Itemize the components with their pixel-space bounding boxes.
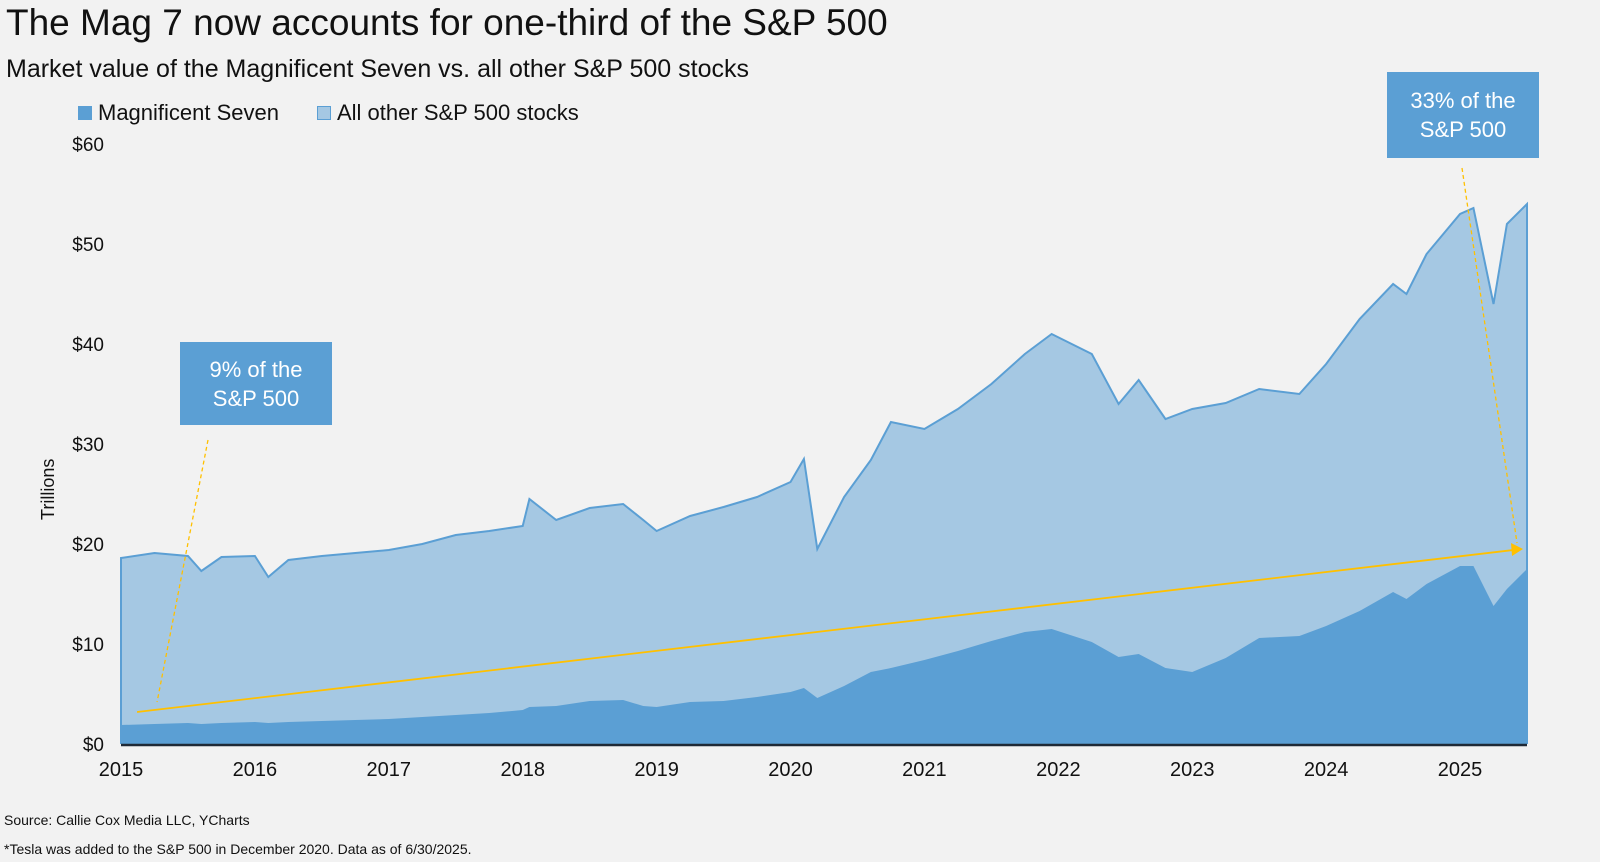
chart-subtitle: Market value of the Magnificent Seven vs… — [6, 55, 749, 83]
y-tick-label: $40 — [72, 335, 104, 356]
growth-arrow-line — [136, 548, 1516, 713]
callout-33-percent: 33% of the S&P 500 — [1387, 72, 1539, 158]
x-tick-label: 2022 — [1036, 759, 1081, 781]
x-tick-label: 2019 — [634, 759, 679, 781]
callout-left-line1: 9% of the — [209, 356, 303, 382]
legend-item-mag7: Magnificent Seven — [78, 100, 279, 126]
x-tick-label: 2023 — [1170, 759, 1215, 781]
x-tick-label: 2017 — [367, 759, 412, 781]
footnote: *Tesla was added to the S&P 500 in Decem… — [4, 841, 472, 857]
y-tick-label: $0 — [83, 735, 104, 756]
x-tick-label: 2025 — [1438, 759, 1483, 781]
series-area-others — [121, 204, 1527, 744]
x-tick-label: 2018 — [500, 759, 545, 781]
source-note: Source: Callie Cox Media LLC, YCharts — [4, 812, 250, 828]
x-tick-label: 2021 — [902, 759, 947, 781]
chart-title: The Mag 7 now accounts for one-third of … — [6, 2, 888, 43]
callout-9-percent: 9% of the S&P 500 — [180, 342, 332, 425]
legend: Magnificent Seven All other S&P 500 stoc… — [78, 100, 617, 126]
callout-right-leader — [1461, 167, 1518, 544]
y-tick-label: $20 — [72, 535, 104, 556]
growth-arrow-head — [1511, 543, 1523, 556]
x-tick-label: 2024 — [1304, 759, 1349, 781]
legend-item-others: All other S&P 500 stocks — [317, 100, 579, 126]
y-tick-label: $50 — [72, 235, 104, 256]
x-tick-label: 2016 — [233, 759, 278, 781]
series-line-others — [120, 201, 1528, 744]
legend-label-others: All other S&P 500 stocks — [337, 100, 579, 125]
legend-swatch-mag7 — [78, 106, 92, 120]
callout-left-line2: S&P 500 — [212, 385, 300, 411]
y-axis-label: Trillions — [38, 458, 58, 520]
legend-label-mag7: Magnificent Seven — [98, 100, 279, 125]
y-tick-label: $10 — [72, 635, 104, 656]
callout-right-line2: S&P 500 — [1419, 117, 1507, 142]
x-tick-label: 2020 — [768, 759, 813, 781]
x-tick-label: 2015 — [99, 759, 144, 781]
callout-left-leader — [156, 439, 209, 703]
y-tick-label: $30 — [72, 435, 104, 456]
y-tick-label: $60 — [72, 135, 104, 156]
series-area-mag7 — [121, 566, 1527, 744]
legend-swatch-others — [317, 106, 331, 120]
callout-right-line1: 33% of the — [1410, 88, 1516, 113]
